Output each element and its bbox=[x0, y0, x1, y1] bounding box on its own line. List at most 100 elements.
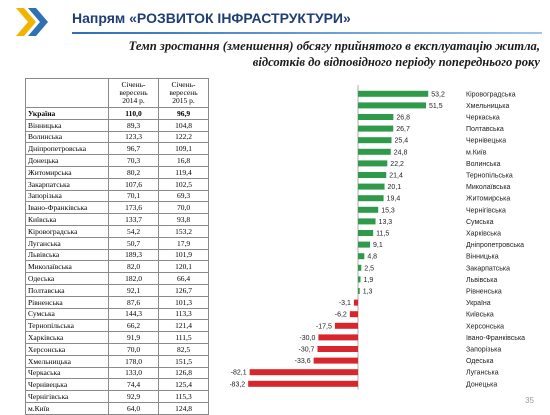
table-row: Чернівецька 74,4 125,4 bbox=[25, 378, 209, 392]
table-cell-2014: 91,9 bbox=[108, 331, 159, 344]
bar-value-label: -33,6 bbox=[295, 358, 311, 365]
table-row: Харківська 91,9 111,5 bbox=[25, 331, 209, 344]
table-cell-region: Рівненська bbox=[25, 295, 109, 309]
bar-value-label: 21,4 bbox=[389, 173, 403, 180]
table-cell-region: Дніпропетровська bbox=[25, 142, 109, 156]
table-cell-region: Полтавська bbox=[25, 283, 109, 297]
category-label: Дніпропетровська bbox=[466, 241, 524, 249]
category-label: Харківська bbox=[466, 230, 501, 238]
table-row: Львівська 189,3 101,9 bbox=[25, 248, 209, 262]
chart-bar bbox=[353, 299, 358, 306]
table-cell-region: Миколаївська bbox=[25, 260, 109, 274]
category-label: Закарпатська bbox=[466, 265, 510, 272]
table-cell-2015: 126,8 bbox=[158, 366, 209, 380]
bar-value-label: 13,3 bbox=[379, 219, 393, 226]
category-label: Чернігівська bbox=[466, 206, 506, 214]
chart-bar bbox=[349, 311, 358, 318]
chart-bar bbox=[358, 253, 365, 260]
table-cell-2015: 119,4 bbox=[158, 165, 209, 179]
bar-value-label: 20,1 bbox=[388, 184, 402, 191]
bar-value-label: 22,2 bbox=[390, 161, 404, 168]
chart-bar bbox=[313, 357, 358, 364]
table-cell-2014: 107,6 bbox=[108, 177, 159, 191]
header-2014-line3: 2014 р. bbox=[122, 96, 145, 105]
table-header-2014: Січень- вересень 2014 р. bbox=[108, 78, 159, 108]
table-cell-2014: 87,6 bbox=[108, 295, 159, 309]
bar-value-label: -6,2 bbox=[335, 312, 347, 319]
category-label: Луганська bbox=[466, 370, 499, 377]
bar-value-label: -17,5 bbox=[316, 323, 332, 330]
table-cell-region: Чернігівська bbox=[25, 390, 109, 403]
table-cell-2014: 92,1 bbox=[108, 283, 159, 297]
table-cell-2015: 151,5 bbox=[158, 354, 209, 368]
chart-bar bbox=[358, 102, 426, 109]
table-cell-2015: 82,5 bbox=[158, 342, 209, 356]
chart-bar bbox=[358, 288, 360, 294]
table-cell-2015: 96,9 bbox=[158, 107, 209, 120]
bar-value-label: 9,1 bbox=[373, 242, 383, 249]
bar-value-label: 15,3 bbox=[381, 207, 395, 214]
table-cell-2015: 122,2 bbox=[158, 130, 209, 144]
table-cell-region: Черкаська bbox=[25, 366, 109, 380]
category-label: Львівська bbox=[466, 276, 498, 284]
category-label: Кіровоградська bbox=[466, 90, 516, 98]
table-cell-2015: 125,4 bbox=[158, 378, 209, 392]
chart-subtitle: Темп зростання (зменшення) обсягу прийня… bbox=[20, 38, 540, 70]
table-row: Миколаївська 82,0 120,1 bbox=[25, 260, 209, 274]
bar-value-label: 53,2 bbox=[431, 91, 445, 98]
table-cell-2015: 104,8 bbox=[158, 118, 209, 132]
table-row: Волинська 123,3 122,2 bbox=[25, 130, 209, 144]
category-label: Сумська bbox=[466, 219, 494, 226]
logo-chevron-blue bbox=[28, 8, 48, 36]
table-cell-2015: 153,2 bbox=[158, 224, 209, 238]
category-label: Полтавська bbox=[466, 126, 504, 133]
table-row: Чернігівська 92,9 115,3 bbox=[25, 390, 209, 403]
category-label: Івано-Франківська bbox=[466, 334, 525, 342]
category-label: Рівненська bbox=[466, 288, 502, 296]
bar-value-label: 4,8 bbox=[367, 254, 377, 261]
table-row: Закарпатська 107,6 102,5 bbox=[25, 177, 209, 191]
header-2015-line1: Січень- bbox=[171, 80, 196, 89]
table-cell-2014: 50,7 bbox=[108, 236, 159, 250]
bar-chart: 53,2 Кіровоградська 51,5 Хмельницька 26,8 Чер… bbox=[230, 85, 525, 390]
bar-value-label: 1,3 bbox=[363, 289, 373, 296]
table-body: Україна 110,0 96,9 Вінницька 89,3 104,8 Волинс… bbox=[25, 107, 209, 415]
logo-chevron-yellow bbox=[16, 8, 36, 36]
table-cell-2015: 124,8 bbox=[158, 401, 209, 415]
table-row: Запорізька 70,1 69,3 bbox=[25, 189, 209, 203]
category-label: Чернівецька bbox=[466, 137, 506, 145]
table-cell-2014: 123,3 bbox=[108, 130, 159, 144]
chart-bar bbox=[358, 125, 394, 132]
table-cell-2015: 69,3 bbox=[158, 189, 209, 203]
table-row: Дніпропетровська 96,7 109,1 bbox=[25, 142, 209, 156]
chart-bar bbox=[358, 160, 388, 167]
table-cell-2014: 54,2 bbox=[108, 224, 159, 238]
table-row: Тернопільська 66,2 121,4 bbox=[25, 319, 209, 333]
table-cell-2015: 126,7 bbox=[158, 283, 209, 297]
table-cell-region: Волинська bbox=[25, 130, 109, 144]
category-label: Донецька bbox=[466, 381, 497, 388]
table-row: м.Київ 64,0 124,8 bbox=[25, 401, 209, 415]
logo-icon bbox=[16, 8, 48, 36]
chart-bar bbox=[317, 346, 358, 352]
table-cell-2014: 74,4 bbox=[108, 378, 159, 392]
table-header-region bbox=[25, 78, 109, 108]
bar-value-label: -30,0 bbox=[299, 335, 315, 342]
table-cell-2014: 182,0 bbox=[108, 272, 159, 285]
table-header-2015: Січень- вересень 2015 р. bbox=[158, 78, 209, 108]
table-cell-region: Житомирська bbox=[25, 165, 109, 179]
category-label: Одеська bbox=[466, 358, 494, 365]
table-row: Полтавська 92,1 126,7 bbox=[25, 283, 209, 297]
table-cell-region: Донецька bbox=[25, 154, 109, 167]
table-cell-2014: 133,0 bbox=[108, 366, 159, 380]
table-cell-2015: 121,4 bbox=[158, 319, 209, 333]
chart-bar bbox=[358, 148, 391, 155]
table-row: Луганська 50,7 17,9 bbox=[25, 236, 209, 250]
bar-value-label: 25,4 bbox=[395, 138, 409, 145]
table-row: Вінницька 89,3 104,8 bbox=[25, 118, 209, 132]
chart-bar bbox=[318, 334, 358, 341]
table-cell-2014: 96,7 bbox=[108, 142, 159, 156]
header-2015-line3: 2015 р. bbox=[172, 96, 195, 105]
table-row: Донецька 70,3 16,8 bbox=[25, 154, 209, 167]
table-cell-region: Херсонська bbox=[25, 342, 109, 356]
